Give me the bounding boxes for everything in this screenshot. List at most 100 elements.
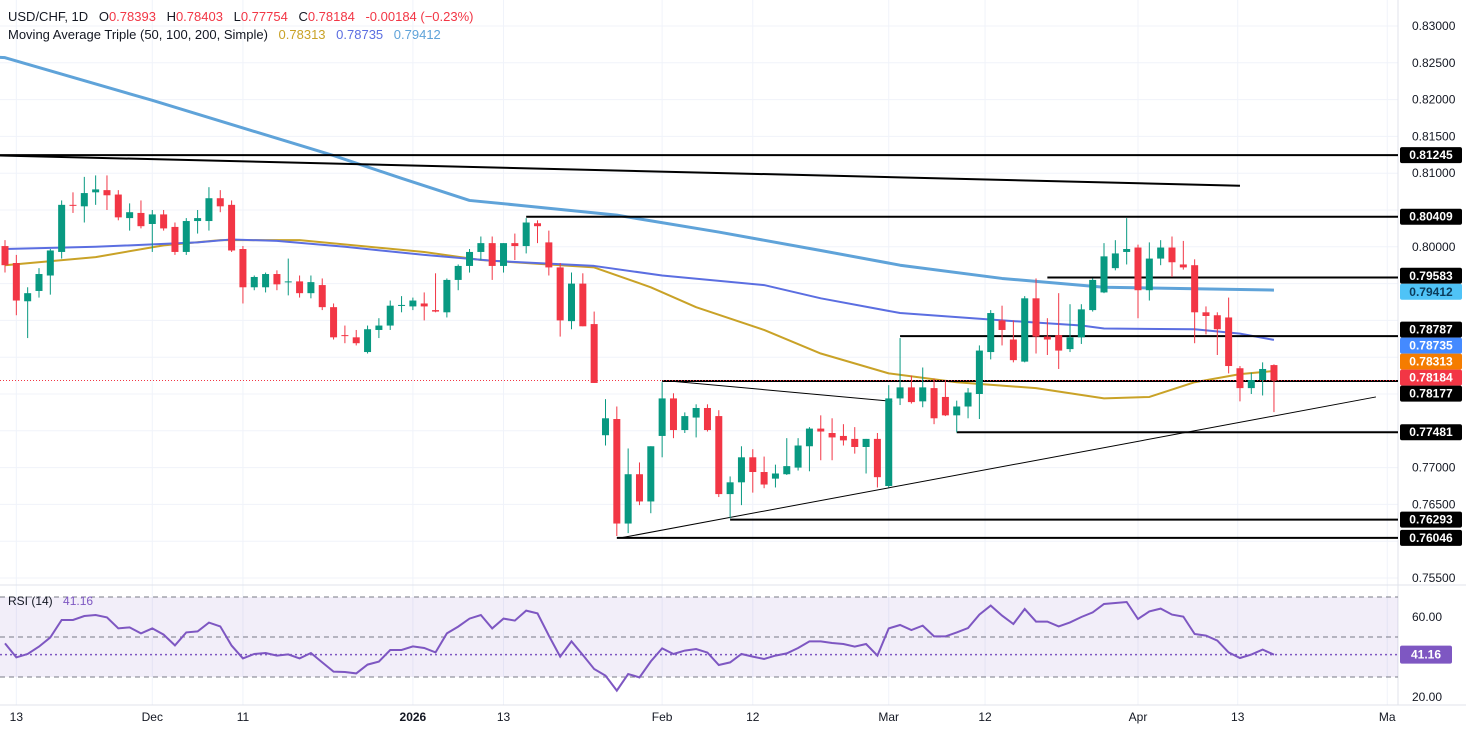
high-value: 0.78403 — [175, 9, 223, 24]
ma200-value: 0.79412 — [393, 27, 441, 42]
candle — [500, 243, 508, 273]
candle — [160, 210, 168, 231]
candle — [341, 325, 349, 344]
candle — [794, 438, 802, 471]
candle-body — [568, 283, 575, 322]
candle-body — [828, 433, 836, 438]
candle — [590, 311, 598, 383]
candle — [658, 382, 666, 458]
candle-body — [805, 428, 813, 447]
candle-body — [1077, 309, 1085, 338]
candle-body — [1202, 312, 1210, 316]
candle — [35, 268, 43, 298]
candle — [398, 296, 406, 313]
candle-body — [692, 407, 700, 418]
candle-body — [1043, 336, 1051, 340]
trendline — [622, 396, 1377, 539]
candle — [1009, 320, 1017, 363]
candle-body — [873, 438, 881, 478]
candle-body — [1270, 365, 1278, 381]
trendline — [666, 380, 893, 402]
candle-body — [364, 329, 372, 353]
indicator-name[interactable]: Moving Average Triple (50, 100, 200, Sim… — [8, 27, 268, 42]
candle — [1032, 278, 1040, 354]
price-badge — [1400, 353, 1462, 370]
candle — [182, 218, 190, 255]
candle-body — [35, 274, 43, 291]
candle-body — [635, 474, 643, 502]
candle-body — [341, 335, 349, 337]
candle-body — [1236, 368, 1244, 389]
candle-body — [58, 204, 66, 252]
candle — [126, 203, 134, 231]
time-axis-label: 13 — [1231, 710, 1245, 724]
candle-body — [386, 305, 394, 326]
candle-body — [375, 325, 383, 330]
candle — [839, 424, 847, 446]
candle — [420, 292, 428, 321]
candle — [386, 300, 394, 330]
candle-body — [930, 388, 938, 419]
candle — [1225, 297, 1233, 374]
candle — [1157, 240, 1165, 266]
rsi-last-badge — [1400, 645, 1452, 664]
candle — [194, 210, 202, 234]
candle — [579, 273, 587, 327]
candle — [1191, 259, 1199, 344]
candle-body — [1089, 279, 1097, 311]
time-axis-label: Dec — [142, 710, 163, 724]
candle-body — [941, 396, 949, 416]
candle-body — [239, 249, 247, 288]
candle — [873, 433, 881, 488]
candle-body — [80, 193, 88, 207]
candle-body — [69, 204, 77, 206]
candle-body — [1247, 380, 1255, 389]
candle — [273, 270, 281, 291]
candle — [556, 262, 564, 337]
price-badge — [1400, 208, 1462, 225]
candle — [851, 427, 859, 454]
price-badge-label: 0.80409 — [1409, 210, 1453, 224]
candle-body — [12, 262, 20, 301]
candle-body — [613, 419, 621, 524]
candle — [715, 410, 723, 498]
candle — [171, 222, 179, 255]
candle — [58, 200, 66, 259]
candle — [635, 462, 643, 506]
rsi-name[interactable]: RSI (14) — [8, 594, 53, 608]
candle-body — [771, 473, 779, 479]
candle — [1089, 278, 1097, 312]
candle-body — [669, 398, 677, 431]
open-label: O — [98, 9, 109, 24]
rsi-legend: RSI (14) 41.16 — [8, 594, 93, 608]
candle — [522, 218, 530, 254]
price-axis-label: 0.77000 — [1412, 461, 1456, 475]
candle — [12, 254, 20, 316]
price-badge — [1400, 369, 1462, 386]
candle — [692, 404, 700, 438]
candle — [624, 448, 632, 534]
candle — [975, 345, 983, 420]
candle — [1100, 243, 1108, 294]
candle — [749, 449, 757, 493]
candle — [885, 385, 893, 488]
candle-body — [1, 246, 9, 266]
candle-body — [1066, 337, 1074, 350]
time-axis-label: Mar — [878, 710, 899, 724]
rsi-axis-label: 20.00 — [1412, 690, 1442, 704]
candle-body — [919, 387, 927, 402]
price-axis-label: 0.75500 — [1412, 571, 1456, 585]
candle-body — [907, 387, 915, 403]
candle-body — [783, 466, 791, 475]
candle-body — [556, 267, 564, 321]
candle — [443, 278, 451, 318]
symbol-legend: USD/CHF, 1D O0.78393 H0.78403 L0.77754 C… — [8, 9, 474, 24]
candle-body — [885, 398, 893, 486]
price-badge — [1400, 147, 1462, 164]
candle — [1168, 236, 1176, 277]
time-axis-label: Apr — [1129, 710, 1148, 724]
candle — [511, 233, 519, 261]
candle-body — [92, 189, 100, 193]
symbol-label[interactable]: USD/CHF, 1D — [8, 9, 89, 24]
